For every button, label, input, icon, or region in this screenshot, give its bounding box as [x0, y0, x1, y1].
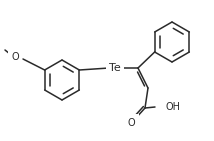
- Text: O: O: [127, 118, 135, 128]
- Text: Te: Te: [109, 63, 121, 73]
- Text: OH: OH: [166, 102, 181, 112]
- Text: O: O: [11, 52, 19, 62]
